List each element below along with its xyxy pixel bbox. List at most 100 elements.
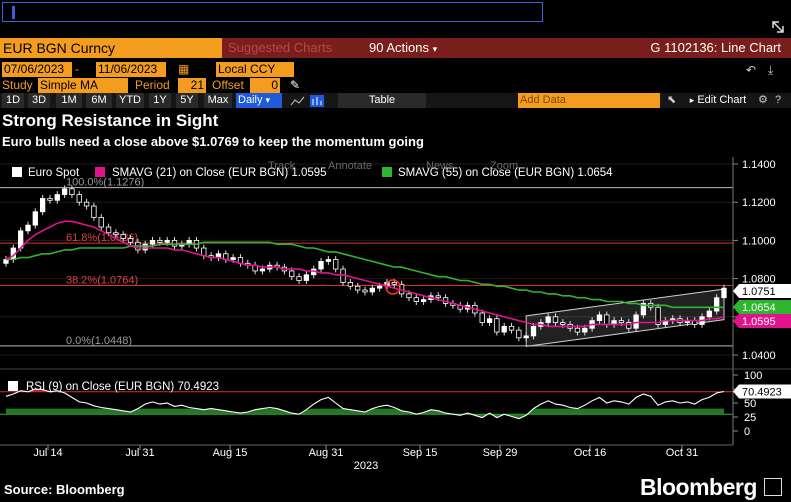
security-field[interactable]: EUR BGN Curncy [0, 38, 222, 58]
candle [596, 314, 603, 322]
offset-label: Offset [212, 78, 244, 92]
candle [582, 327, 588, 333]
news-label: News [426, 160, 454, 172]
rsi-area-fill [6, 408, 724, 419]
rsi-tick-label: 100 [744, 370, 762, 382]
price-tag-bg [733, 284, 791, 298]
actions-number: 90 [369, 40, 384, 55]
range-6m[interactable]: 6M [86, 93, 112, 108]
range-max[interactable]: Max [204, 93, 232, 108]
x-tick-label: Aug 15 [213, 447, 248, 459]
x-tick-label: Aug 31 [309, 447, 344, 459]
candle [289, 270, 295, 278]
candle [413, 297, 419, 302]
x-tick-label: Jul 31 [125, 447, 154, 459]
period-field[interactable]: 21 [178, 78, 206, 93]
pencil-icon[interactable]: ✎ [290, 78, 301, 92]
subheadline: Euro bulls need a close above $1.0769 to… [2, 134, 424, 149]
range-1m[interactable]: 1M [56, 93, 82, 108]
legend-swatch-rsi [8, 381, 18, 391]
chevron-down-icon: ▾ [432, 44, 438, 54]
sma21-line [5, 220, 725, 328]
suggested-charts-button[interactable]: Suggested Charts [222, 38, 365, 58]
actions-menu[interactable]: 90 Actions ▾ [365, 38, 454, 58]
candle [530, 325, 537, 337]
price-tag: 1.0751 [733, 284, 791, 298]
zoom-tool[interactable]: Zoom [490, 160, 518, 172]
candle [32, 211, 38, 226]
candle [25, 224, 31, 232]
y-tick-label: 1.0400 [742, 350, 776, 362]
frequency-select[interactable]: Daily ▾ [236, 93, 282, 108]
undo-redo-icons[interactable]: ↶ ⤓ [738, 63, 786, 76]
candle [516, 329, 522, 339]
price-tag: 1.0654 [733, 300, 791, 314]
x-axis-year: 2023 [354, 460, 378, 472]
table-button[interactable]: Table [338, 93, 426, 108]
candle [391, 282, 397, 285]
legend-swatch-sma55 [382, 167, 392, 177]
candle [149, 240, 156, 245]
currency-select[interactable]: Local CCY [216, 62, 294, 77]
rsi-tick-label: 25 [744, 412, 756, 424]
end-date-field[interactable]: 11/06/2023 [96, 62, 166, 77]
edit-chart-label: Edit Chart [697, 94, 747, 106]
resize-icon[interactable] [771, 20, 785, 34]
x-tick-label: Oct 31 [666, 447, 698, 459]
candle [325, 259, 332, 262]
candle [501, 325, 507, 333]
offset-field[interactable]: 0 [250, 78, 280, 93]
chart-tools: Track Annotate News Zoom [268, 160, 518, 172]
news-tool[interactable]: News [426, 160, 454, 172]
svg-text:↶: ↶ [746, 63, 756, 76]
y-tick-label: 1.1000 [742, 235, 776, 247]
calendar-icon[interactable]: ▦ [178, 62, 190, 76]
candle [574, 327, 581, 333]
chart-id-title: G 1102136: Line Chart [454, 38, 791, 58]
help-icon[interactable]: ? [775, 94, 782, 106]
price-tag-label: 1.0654 [742, 302, 776, 314]
rsi-value-tag: 70.4923 [733, 384, 791, 399]
legend-sma55: SMAVG (55) on Close (EUR BGN) 1.0654 [398, 167, 613, 179]
candle [230, 257, 236, 260]
x-tick-label: Oct 16 [574, 447, 606, 459]
legend-sma21: SMAVG (21) on Close (EUR BGN) 1.0595 [112, 167, 327, 179]
rsi-tick-label: 50 [744, 398, 756, 410]
command-bar [0, 0, 791, 38]
track-tool[interactable]: Track [268, 160, 296, 172]
suggested-charts-label: Suggested Charts [228, 40, 333, 55]
range-3d[interactable]: 3D [28, 93, 50, 108]
candle [369, 287, 375, 293]
security-bar: EUR BGN Curncy Suggested Charts 90 Actio… [0, 38, 791, 58]
arrow-icon: ⬉ [667, 94, 677, 106]
candle [714, 297, 720, 312]
command-input[interactable] [2, 2, 543, 22]
range-1y[interactable]: 1Y [149, 93, 171, 108]
track-label: Track [268, 160, 296, 172]
study-select[interactable]: Simple MA [38, 78, 128, 93]
candle [420, 299, 427, 302]
range-5y[interactable]: 5Y [176, 93, 198, 108]
candle [157, 240, 163, 243]
y-tick-label: 1.1200 [742, 197, 776, 209]
settings-icon[interactable]: ⚙ [758, 94, 768, 106]
annotate-tool[interactable]: Annotate [328, 160, 372, 172]
candle [494, 318, 500, 333]
range-1d[interactable]: 1D [2, 93, 24, 108]
chart-type-icons[interactable] [290, 95, 330, 107]
fib-label: 61.8%(1.0986) [66, 232, 138, 244]
x-tick-label: Sep 15 [403, 447, 438, 459]
add-data-field[interactable]: Add Data [518, 93, 660, 108]
range-ytd[interactable]: YTD [116, 93, 144, 108]
edit-chart-button[interactable]: ▸ Edit Chart [684, 93, 752, 108]
candle [545, 316, 551, 323]
text-cursor [12, 6, 15, 19]
date-bar: 07/06/2023 - 11/06/2023 Local CCY ▦ ↶ ⤓ [0, 61, 791, 78]
start-date-field[interactable]: 07/06/2023 [2, 62, 72, 77]
price-tag-bg [733, 314, 791, 328]
period-label: Period [135, 78, 170, 92]
expand-icon[interactable] [764, 478, 782, 496]
rsi-tick-label: 0 [744, 426, 750, 438]
candle [164, 240, 170, 243]
y-tick-label: 1.0800 [742, 274, 776, 286]
